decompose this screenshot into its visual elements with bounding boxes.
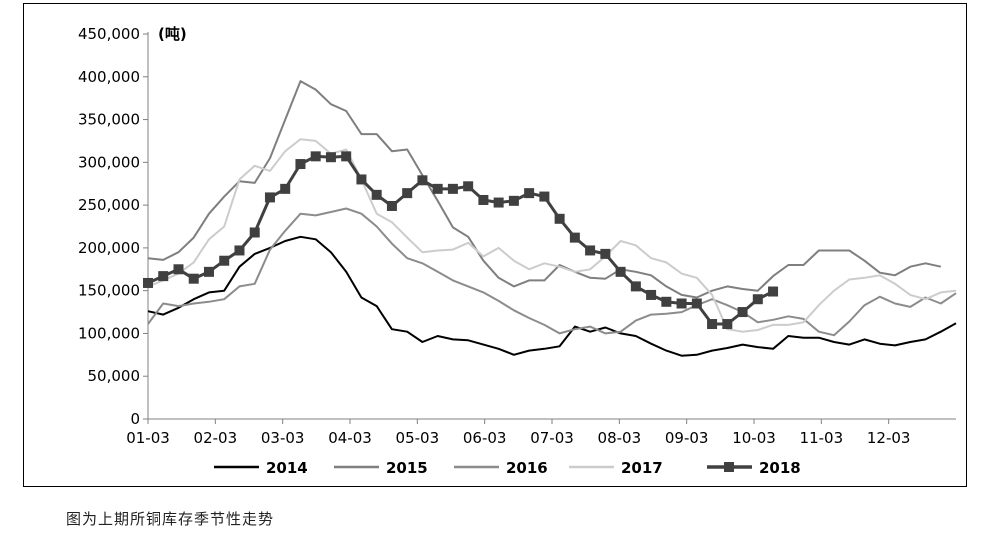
data-point-2018 <box>554 213 565 224</box>
data-point-2018 <box>661 296 672 307</box>
series-line-2016 <box>147 207 957 337</box>
series-line-2015 <box>147 80 942 299</box>
y-tick-label: 450,000 <box>78 25 140 43</box>
data-point-2018 <box>325 152 336 163</box>
data-point-2018 <box>203 266 214 277</box>
data-point-2018 <box>371 189 382 200</box>
legend-label-2015: 2015 <box>386 459 428 477</box>
data-point-2018 <box>630 281 641 292</box>
x-tick-label: 04-03 <box>328 429 372 447</box>
data-point-2018 <box>524 188 535 199</box>
data-point-2018 <box>295 159 306 170</box>
data-point-2018 <box>280 183 291 194</box>
data-point-2018 <box>143 277 153 288</box>
y-tick-label: 50,000 <box>88 367 141 385</box>
data-point-2018 <box>386 200 397 211</box>
data-point-2018 <box>722 319 733 330</box>
data-point-2018 <box>356 174 367 185</box>
data-point-2018 <box>768 286 779 297</box>
data-point-2018 <box>188 273 199 284</box>
data-point-2018 <box>341 151 352 162</box>
data-point-2018 <box>158 271 169 282</box>
data-point-2018 <box>432 183 443 194</box>
legend-label-2017: 2017 <box>621 459 663 477</box>
x-tick-label: 01-03 <box>126 429 170 447</box>
y-tick-label: 350,000 <box>78 111 140 129</box>
data-point-2018 <box>493 197 504 208</box>
y-tick-label: 200,000 <box>78 239 140 257</box>
legend-label-2018: 2018 <box>759 459 801 477</box>
y-tick-label: 100,000 <box>78 324 140 342</box>
data-point-2018 <box>249 227 260 238</box>
chart-canvas: 0 50,000 100,000 150,000 200,000 250,000 300,0… <box>78 25 957 477</box>
x-tick-label: 05-03 <box>396 429 440 447</box>
data-point-2018 <box>417 175 428 186</box>
x-tick-label: 06-03 <box>463 429 507 447</box>
x-tick-label: 08-03 <box>598 429 642 447</box>
x-tick-label: 10-03 <box>732 429 776 447</box>
chart-frame: 0 50,000 100,000 150,000 200,000 250,000 300,0… <box>23 3 967 487</box>
legend-marker-2018 <box>724 462 734 472</box>
data-point-2018 <box>707 319 718 330</box>
x-tick-label: 02-03 <box>194 429 238 447</box>
data-point-2018 <box>463 181 474 192</box>
data-point-2018 <box>646 289 657 300</box>
data-point-2018 <box>539 191 550 202</box>
data-point-2018 <box>569 232 580 243</box>
y-tick-label: 400,000 <box>78 68 140 86</box>
legend-label-2014: 2014 <box>266 459 308 477</box>
data-point-2018 <box>676 298 687 309</box>
data-point-2018 <box>600 248 611 259</box>
series-lines <box>143 80 957 357</box>
data-point-2018 <box>447 183 458 194</box>
y-tick-label: 250,000 <box>78 196 140 214</box>
data-point-2018 <box>478 194 489 205</box>
y-tick-label: 300,000 <box>78 153 140 171</box>
data-point-2018 <box>264 192 275 203</box>
data-point-2018 <box>173 264 184 275</box>
x-tick-label: 03-03 <box>261 429 305 447</box>
data-point-2018 <box>752 294 763 305</box>
series-line-2014 <box>147 235 957 357</box>
x-tick-label: 11-03 <box>800 429 844 447</box>
data-point-2018 <box>234 245 245 256</box>
y-axis: 0 50,000 100,000 150,000 200,000 250,000 300,0… <box>78 25 149 428</box>
data-point-2018 <box>219 255 230 266</box>
x-axis: 01-03 02-03 03-03 04-03 05-03 06-03 07-03 08-03… <box>126 418 956 447</box>
data-point-2018 <box>402 188 413 199</box>
series-line-2017 <box>147 138 957 333</box>
data-point-2018 <box>737 307 748 318</box>
data-point-2018 <box>310 151 321 162</box>
data-point-2018 <box>615 266 626 277</box>
y-tick-label: 150,000 <box>78 282 140 300</box>
legend-label-2016: 2016 <box>506 459 548 477</box>
legend: 2014 2015 2016 2017 2018 <box>214 459 801 477</box>
data-point-2018 <box>508 195 519 206</box>
data-point-2018 <box>691 298 702 309</box>
x-tick-label: 09-03 <box>665 429 709 447</box>
y-tick-label: 0 <box>130 410 140 428</box>
figure-caption: 图为上期所铜库存季节性走势 <box>66 510 275 528</box>
unit-label: (吨) <box>158 25 187 43</box>
data-point-2018 <box>585 245 596 256</box>
x-tick-label: 12-03 <box>867 429 911 447</box>
x-tick-label: 07-03 <box>530 429 574 447</box>
